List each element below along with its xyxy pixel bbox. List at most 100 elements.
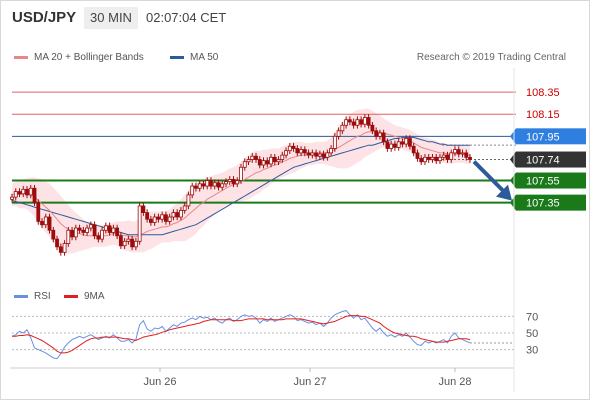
candle-body [302, 149, 307, 154]
legend-rsi: RSI [14, 291, 51, 302]
timeframe-selector[interactable]: 30 MIN [84, 7, 138, 29]
candle-body [269, 156, 273, 165]
candle-body [205, 180, 210, 187]
candle-body [317, 153, 322, 157]
candle-body [179, 209, 183, 218]
candle-body [257, 159, 262, 166]
candle-body [141, 205, 146, 213]
timestamp: 02:07:04 CET [146, 10, 227, 25]
candle-body [10, 196, 14, 200]
ma50-swatch [170, 55, 184, 59]
rsi-level-label-50: 50 [526, 328, 538, 340]
candle-body [400, 141, 405, 145]
candle-body [115, 227, 120, 237]
candle-body [73, 227, 78, 238]
candle-body [423, 156, 427, 163]
candle-body [164, 214, 168, 222]
candle-body [370, 124, 375, 132]
candle-body [329, 148, 333, 154]
candle-body [77, 227, 82, 231]
ma20-swatch [14, 55, 28, 59]
candle-body [381, 132, 386, 143]
candle-body [209, 180, 213, 187]
pivot-label-2: 107.95 [526, 131, 560, 143]
candle-body [321, 153, 326, 158]
support-label-box-5 [516, 194, 586, 211]
pivot-label-pointer-2 [510, 128, 516, 145]
resistance-label-0: 108.35 [526, 87, 560, 99]
candle-body [456, 149, 461, 155]
candle-body [287, 145, 292, 152]
candle-body [445, 154, 450, 160]
candle-body [340, 124, 345, 132]
support-label-5: 107.35 [526, 198, 560, 210]
candle-body [246, 159, 251, 163]
candle-body [468, 156, 472, 160]
candle-body [149, 218, 153, 223]
ma9-swatch [64, 294, 78, 298]
candle-body [103, 225, 108, 231]
pivot-label-box-2 [516, 128, 586, 145]
candle-body [449, 152, 454, 160]
candle-body [145, 212, 150, 220]
candle-body [197, 183, 202, 189]
candle-body [190, 185, 195, 196]
candle-body [167, 216, 172, 222]
candle-body [404, 138, 409, 145]
candle-body [351, 121, 356, 126]
symbol-title: USD/JPY [12, 9, 77, 26]
rsi-swatch [14, 294, 28, 298]
candle-body [453, 149, 457, 154]
candle-body [415, 152, 420, 159]
candle-body [291, 145, 296, 149]
support-label-box-4 [516, 172, 586, 189]
ma50-line [11, 136, 470, 236]
candle-body [438, 156, 442, 162]
candle-body [216, 182, 221, 188]
candle-body [32, 187, 37, 204]
legend-9ma-label: 9MA [84, 291, 105, 302]
legend-ma20-label: MA 20 + Bollinger Bands [34, 52, 144, 63]
candle-body [464, 152, 469, 158]
rsi-level-label-70: 70 [526, 311, 538, 323]
candle-body [355, 119, 360, 126]
candle-body [325, 152, 330, 158]
candle-body [194, 185, 198, 189]
candle-body [239, 166, 243, 181]
candle-body [92, 224, 97, 237]
candle-body [242, 161, 247, 168]
candle-body [374, 130, 379, 137]
candle-body [43, 216, 48, 226]
legend-ma50-label: MA 50 [190, 52, 219, 63]
candle-body [362, 117, 367, 125]
candle-body [36, 202, 41, 222]
candle-body [389, 143, 394, 149]
candle-body [55, 238, 59, 248]
candle-body [17, 191, 22, 195]
candle-body [359, 119, 364, 125]
forecast-arrow-head [496, 184, 512, 201]
candle-body [66, 229, 71, 244]
candle-body [224, 181, 228, 185]
candle-body [28, 187, 33, 196]
candle-body [261, 160, 266, 166]
rsi-ma9-line [12, 315, 471, 354]
current-label-pointer-3 [510, 151, 516, 168]
candle-body [201, 183, 206, 187]
candle-body [100, 229, 104, 240]
legend-9ma: 9MA [64, 291, 105, 302]
x-tick-label-0: Jun 26 [143, 376, 176, 388]
candle-body [366, 117, 371, 126]
candle-body [62, 243, 67, 253]
candle-body [85, 227, 89, 233]
candle-body [272, 156, 277, 163]
candle-body [419, 158, 424, 163]
candle-body [310, 152, 315, 156]
candle-body [13, 191, 18, 198]
candle-body [118, 235, 123, 247]
candle-body [235, 180, 240, 185]
candle-body [306, 152, 311, 156]
candle-body [186, 194, 191, 207]
x-tick-label-2: Jun 28 [438, 376, 471, 388]
legend-ma20: MA 20 + Bollinger Bands [14, 52, 144, 63]
